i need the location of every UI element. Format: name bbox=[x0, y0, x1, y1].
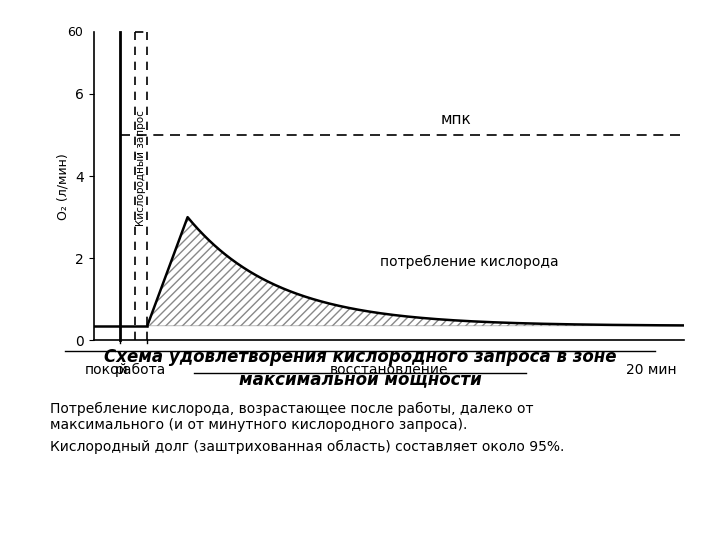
Y-axis label: О₂ (л/мин): О₂ (л/мин) bbox=[56, 153, 69, 220]
Text: восстановление: восстановление bbox=[330, 363, 448, 377]
Text: Потребление кислорода, возрастающее после работы, далеко от: Потребление кислорода, возрастающее посл… bbox=[50, 402, 534, 416]
Text: работа: работа bbox=[115, 363, 166, 377]
Text: 20 мин: 20 мин bbox=[626, 363, 677, 377]
Text: потребление кислорода: потребление кислорода bbox=[380, 255, 559, 269]
Text: Кислородный долг (заштрихованная область) составляет около 95%.: Кислородный долг (заштрихованная область… bbox=[50, 440, 564, 454]
Text: Схема удовлетворения кислородного запроса в зоне: Схема удовлетворения кислородного запрос… bbox=[104, 348, 616, 366]
Text: максимального (и от минутного кислородного запроса).: максимального (и от минутного кислородно… bbox=[50, 418, 468, 433]
Text: мпк: мпк bbox=[441, 112, 472, 127]
Text: покой: покой bbox=[85, 363, 129, 377]
Text: Кислородный запрос: Кислородный запрос bbox=[136, 110, 146, 226]
Text: 60: 60 bbox=[67, 26, 83, 39]
Text: максимальной мощности: максимальной мощности bbox=[238, 370, 482, 388]
